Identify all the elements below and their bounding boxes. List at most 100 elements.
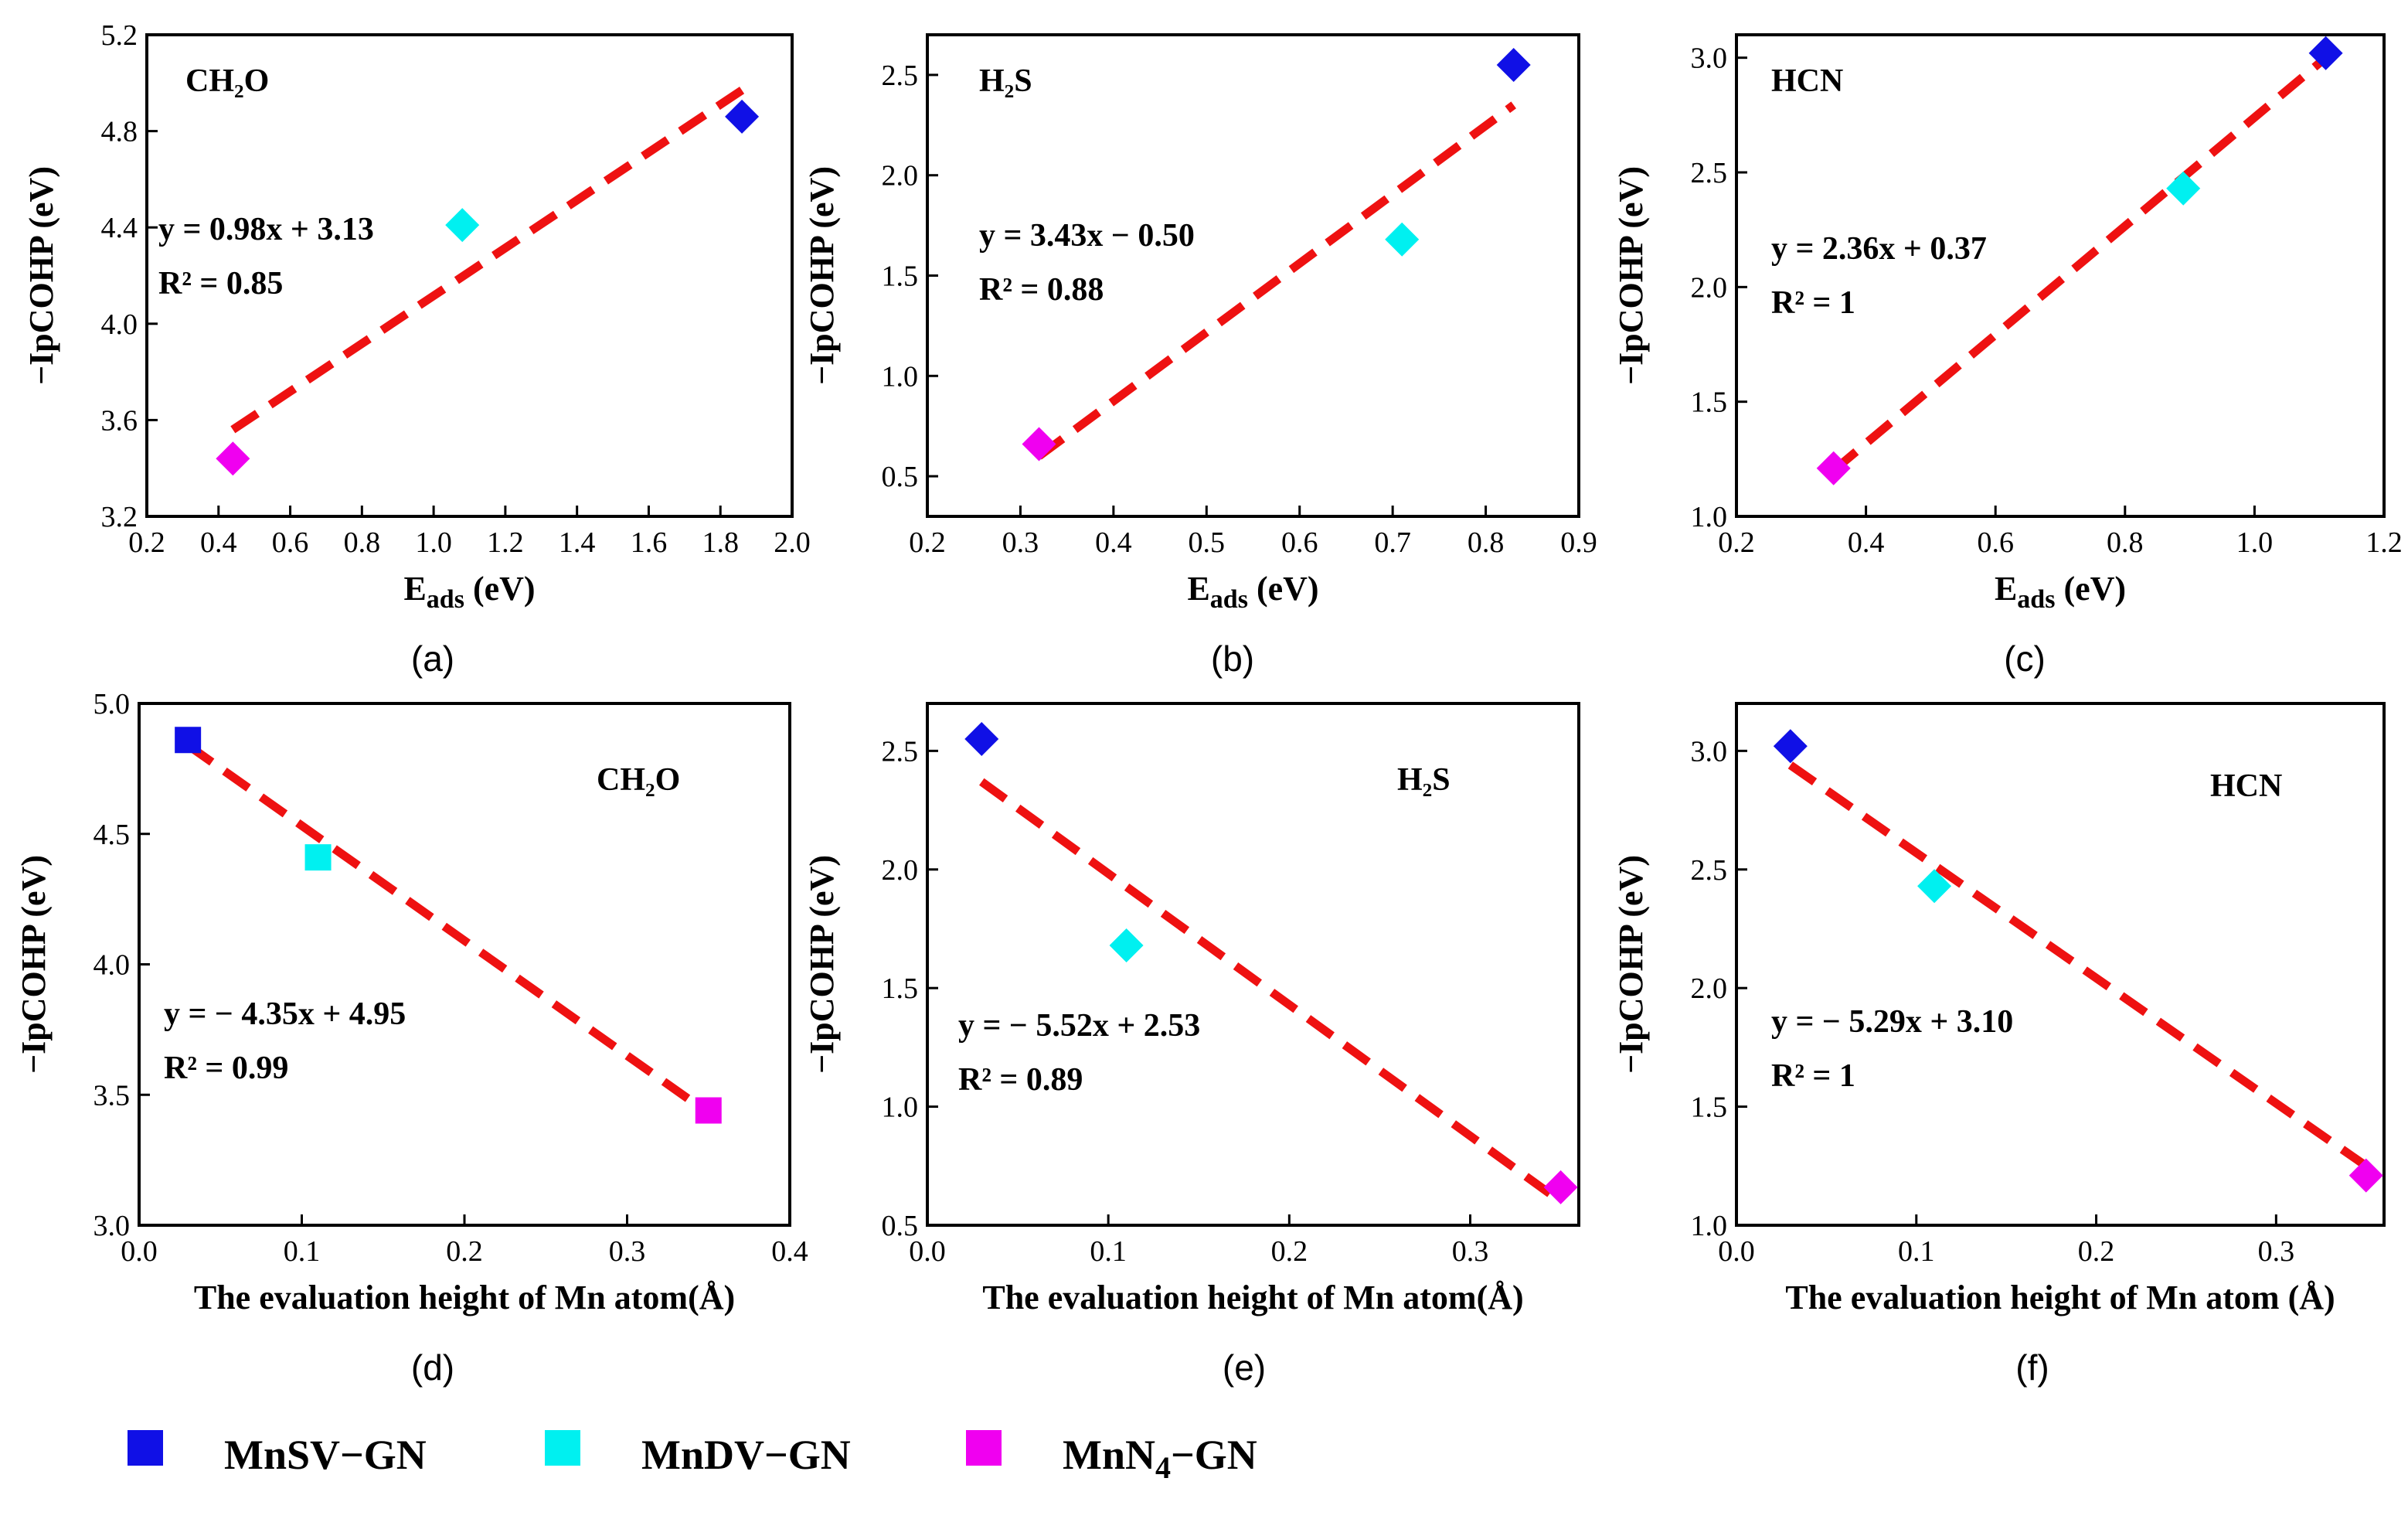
panel-label: (c): [2004, 639, 2046, 679]
x-tick-label: 0.7: [1374, 526, 1411, 559]
y-tick-label: 1.0: [1691, 501, 1728, 533]
y-tick-label: 5.2: [101, 19, 138, 52]
y-tick-label: 3.0: [1691, 735, 1728, 768]
chart-panel-3: 0.2 0.4 0.6 0.8 1.0 1.2 1.0 1.5 2.0 2.5 3.0 −IpCOHP…: [1612, 33, 2403, 679]
legend-label-main: MnN: [1063, 1432, 1155, 1478]
fit-line: [979, 778, 1563, 1205]
data-point: [2308, 36, 2343, 70]
y-tick-label: 2.0: [882, 854, 919, 887]
x-tick-label: 1.2: [2365, 526, 2403, 559]
molecule-label: CH₂O: [597, 762, 680, 798]
x-tick-label: 1.2: [487, 526, 524, 559]
fit-line: [1787, 761, 2369, 1170]
fit-equation: y = − 4.35x + 4.95: [164, 996, 406, 1032]
data-point: [1917, 869, 1952, 904]
y-tick-label: 1.5: [1691, 1092, 1728, 1124]
x-tick-label: 0.9: [1560, 526, 1597, 559]
fit-equation: y = − 5.52x + 2.53: [958, 1008, 1200, 1044]
x-tick-label: 0.6: [1977, 526, 2014, 559]
x-axis-label: The evaluation height of Mn atom(Å): [982, 1279, 1523, 1316]
panels: 0.2 0.4 0.6 0.8 1.0 1.2 1.4 1.6 1.8 2.0 3.2 3.6 4.0 4…: [15, 19, 2403, 1388]
panel-label: (e): [1223, 1347, 1266, 1388]
y-tick-label: 2.5: [1691, 854, 1728, 887]
r-squared: R² = 1: [1771, 285, 1855, 321]
y-axis-label: −IpCOHP (eV): [803, 166, 841, 385]
x-axis-label-sub: ads: [1210, 585, 1248, 614]
chart-panel-6: 0.0 0.1 0.2 0.3 1.0 1.5 2.0 2.5 3.0 −IpCOHP (eV) T…: [1612, 702, 2386, 1388]
data-point: [1543, 1170, 1578, 1204]
x-axis-label-sub: ads: [2017, 585, 2055, 614]
y-tick-label: 1.5: [882, 261, 919, 293]
y-axis-label: −IpCOHP (eV): [803, 855, 841, 1074]
y-tick-label: 2.5: [882, 735, 919, 768]
x-tick-label: 0.0: [909, 1235, 946, 1268]
x-tick-label: 0.4: [1095, 526, 1132, 559]
x-axis-label: Eads (eV): [1187, 570, 1318, 614]
x-tick-label: 0.2: [909, 526, 946, 559]
x-axis-label: The evaluation height of Mn atom (Å): [1785, 1279, 2335, 1316]
x-tick-label: 0.3: [1002, 526, 1039, 559]
data-point: [445, 208, 480, 243]
chart-panel-5: 0.0 0.1 0.2 0.3 0.5 1.0 1.5 2.0 2.5 −IpCOHP (eV) T…: [803, 702, 1580, 1388]
chart-panel-1: 0.2 0.4 0.6 0.8 1.0 1.2 1.4 1.6 1.8 2.0 3.2 3.6 4.0 4…: [22, 19, 811, 679]
data-point: [1385, 222, 1420, 257]
fit-equation: y = 3.43x − 0.50: [979, 218, 1195, 254]
y-tick-label: 3.0: [94, 1210, 131, 1242]
x-axis-label: Eads (eV): [403, 570, 535, 614]
fit-equation: y = 2.36x + 0.37: [1771, 231, 1987, 267]
y-tick-label: 3.2: [101, 501, 138, 533]
x-tick-label: 1.6: [631, 526, 668, 559]
x-tick-label: 0.6: [272, 526, 309, 559]
legend-label: MnN4−GN: [1063, 1432, 1257, 1485]
y-tick-label: 1.5: [1691, 387, 1728, 419]
x-tick-label: 0.2: [1718, 526, 1755, 559]
x-tick-label: 1.4: [559, 526, 596, 559]
fit-line: [230, 87, 745, 434]
x-tick-label: 0.0: [1718, 1235, 1755, 1268]
data-point: [1773, 729, 1808, 764]
y-tick-label: 3.0: [1691, 43, 1728, 75]
y-tick-label: 4.8: [101, 116, 138, 148]
r-squared: R² = 0.88: [979, 272, 1104, 308]
y-tick-label: 2.0: [882, 160, 919, 192]
y-tick-label: 2.0: [1691, 972, 1728, 1005]
x-tick-label: 2.0: [774, 526, 811, 559]
legend-label-sub: 4: [1155, 1450, 1171, 1485]
r-squared: R² = 1: [1771, 1058, 1855, 1094]
data-point: [695, 1097, 722, 1124]
x-axis-label-unit: (eV): [1248, 570, 1319, 608]
data-point: [2166, 171, 2201, 206]
panel-label: (d): [411, 1347, 454, 1388]
panel-label: (a): [411, 639, 454, 679]
legend-swatch: [545, 1430, 580, 1466]
x-tick-label: 1.0: [2236, 526, 2274, 559]
r-squared: R² = 0.89: [958, 1062, 1083, 1098]
chart-panel-4: 0.0 0.1 0.2 0.3 0.4 3.0 3.5 4.0 4.5 5.0 −IpCOHP (e…: [15, 688, 808, 1388]
data-point: [1109, 928, 1144, 962]
legend-label-tail: −GN: [1171, 1432, 1257, 1478]
r-squared: R² = 0.99: [164, 1051, 288, 1086]
fit-line: [1831, 54, 2329, 474]
x-tick-label: 0.8: [1468, 526, 1505, 559]
y-tick-label: 3.5: [94, 1079, 131, 1112]
x-tick-label: 0.4: [1848, 526, 1885, 559]
x-tick-label: 1.0: [415, 526, 452, 559]
axes-frame: [1735, 702, 2386, 1227]
y-tick-label: 3.6: [101, 404, 138, 437]
x-tick-label: 0.2: [2078, 1235, 2115, 1268]
data-point: [725, 99, 760, 134]
x-axis-label: Eads (eV): [1995, 570, 2126, 614]
data-point: [1816, 451, 1851, 485]
x-axis-label-main: E: [403, 570, 426, 608]
x-tick-label: 0.0: [121, 1235, 158, 1268]
x-tick-label: 0.6: [1281, 526, 1318, 559]
y-tick-label: 2.5: [882, 60, 919, 92]
data-point: [1496, 47, 1531, 82]
data-point: [304, 844, 332, 871]
x-tick-label: 0.8: [2107, 526, 2144, 559]
y-tick-label: 1.0: [1691, 1210, 1728, 1242]
data-point: [216, 441, 250, 476]
legend-label: MnDV−GN: [641, 1432, 851, 1478]
y-tick-label: 4.0: [101, 308, 138, 341]
legend: MnSV−GN MnDV−GN MnN4−GN: [128, 1430, 1257, 1485]
